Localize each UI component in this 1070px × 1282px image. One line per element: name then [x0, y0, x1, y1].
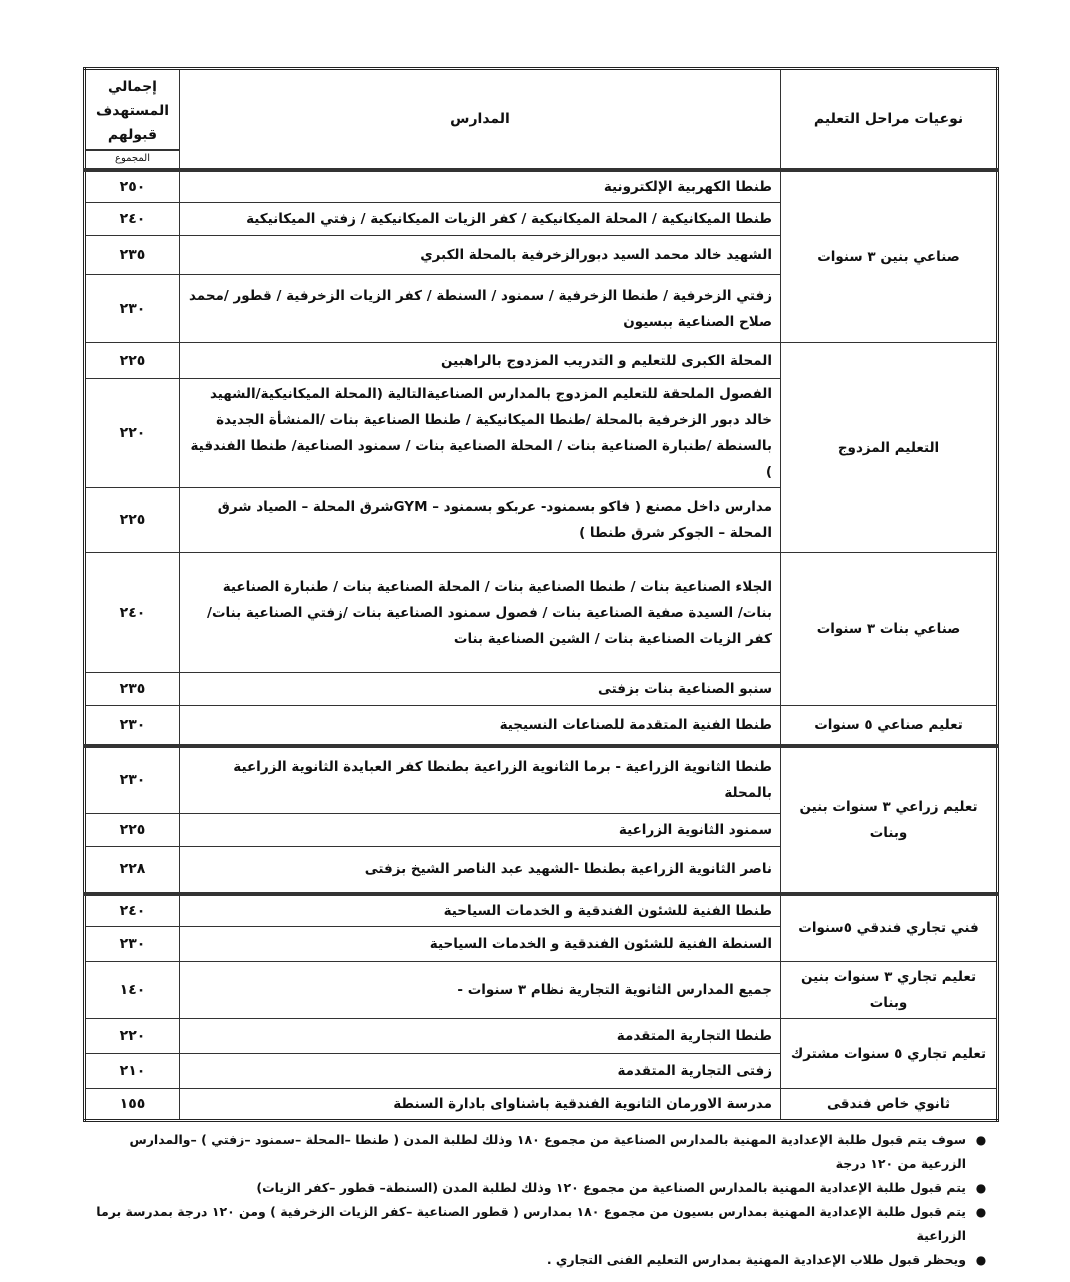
- education-type-cell: تعليم تجاري ٣ سنوات بنين وبنات: [780, 961, 998, 1019]
- education-type-cell: تعليم تجاري ٥ سنوات مشترك: [780, 1018, 998, 1089]
- footnote-item: ● يتم قبول طلبة الإعدادية المهنية بمدارس …: [83, 1200, 996, 1248]
- table-row: صناعي بنات ٣ سنوات الجلاء الصناعية بنات /…: [84, 552, 998, 706]
- footnotes: ● سوف يتم قبول طلبة الإعدادية المهنية بال…: [83, 1128, 996, 1282]
- school-cell: طنطا الثانوية الزراعية - برما الثانوية ا…: [179, 743, 781, 814]
- total-score-cell: ٢٥٠: [84, 167, 180, 203]
- table-header-row: نوعيات مراحل التعليم المدارس إجمالي المس…: [84, 68, 998, 170]
- school-cell: سمنود الثانوية الزراعية: [179, 813, 781, 847]
- footnote-text: ويحظر قبول طلاب الإعدادية المهنية بمدارس…: [546, 1252, 966, 1267]
- header-total-label: إجمالي المستهدف قبولهم: [96, 78, 169, 143]
- table-row: صناعي بنين ٣ سنوات طنطا الكهربية الإلكترو…: [84, 167, 998, 343]
- total-score-cell: ٢٤٠: [84, 891, 180, 927]
- school-cell: الشهيد خالد محمد السيد دبورالزخرفية بالم…: [179, 235, 781, 275]
- table-row: فني تجاري فندقي ٥سنوات طنطا الفنية للشئون…: [84, 891, 998, 962]
- total-score-cell: ٢٢٠: [84, 378, 180, 488]
- school-cell: سنبو الصناعية بنات بزفتى: [179, 672, 781, 706]
- school-cell: زفتي الزخرفية / طنطا الزخرفية / سمنود / …: [179, 274, 781, 343]
- table-row: التعليم المزدوج المحلة الكبرى للتعليم و ا…: [84, 342, 998, 553]
- bullet-icon: ●: [975, 1181, 987, 1195]
- table-row: زفتي الزخرفية / طنطا الزخرفية / سمنود / …: [84, 274, 998, 343]
- header-total: إجمالي المستهدف قبولهم المجموع: [84, 68, 180, 170]
- school-cell: طنطا الميكانيكية / المحلة الميكانيكية / …: [179, 202, 781, 236]
- table-row: طنطا الميكانيكية / المحلة الميكانيكية / …: [84, 202, 998, 236]
- school-cell: المحلة الكبرى للتعليم و التدريب المزدوج …: [179, 342, 781, 379]
- education-type-cell: تعليم زراعي ٣ سنوات بنين وبنات: [780, 743, 998, 894]
- footnote-text: سوف يتم قبول طلبة الإعدادية المهنية بالم…: [129, 1132, 966, 1171]
- education-type-cell: ثانوي خاص فندقى: [780, 1088, 998, 1121]
- header-education-type: نوعيات مراحل التعليم: [780, 68, 998, 170]
- school-cell: مدرسة الاورمان الثانوية الفندقية باشناوا…: [179, 1088, 781, 1121]
- education-type-cell: تعليم صناعي ٥ سنوات: [780, 705, 998, 746]
- footnote-item: ● يتم قبول طلبة الإعدادية المهنية بالمدار…: [83, 1176, 996, 1200]
- school-cell: جميع المدارس الثانوية التجارية نظام ٣ سن…: [179, 961, 781, 1019]
- admission-table: نوعيات مراحل التعليم المدارس إجمالي المس…: [83, 67, 999, 1122]
- table-row: تعليم زراعي ٣ سنوات بنين وبنات طنطا الثان…: [84, 743, 998, 894]
- total-score-cell: ٢٢٥: [84, 487, 180, 553]
- footnote-item: ● سوف يتم قبول طلبة الإعدادية المهنية بال…: [83, 1128, 996, 1176]
- school-cell: طنطا الكهربية الإلكترونية: [179, 167, 781, 203]
- admission-table-document: نوعيات مراحل التعليم المدارس إجمالي المس…: [83, 0, 999, 1282]
- total-score-cell: ٢٢٠: [84, 1018, 180, 1054]
- total-score-cell: ٢٢٥: [84, 342, 180, 379]
- footnote-text: يتم قبول طلبة الإعدادية المهنية بمدارس ب…: [96, 1204, 966, 1243]
- school-cell: طنطا التجارية المتقدمة: [179, 1018, 781, 1054]
- school-cell: مدارس داخل مصنع ( فاكو بسمنود- عربكو بسم…: [179, 487, 781, 553]
- school-cell: ناصر الثانوية الزراعية بطنطا -الشهيد عبد…: [179, 846, 781, 894]
- table-row: ناصر الثانوية الزراعية بطنطا -الشهيد عبد…: [84, 846, 998, 894]
- total-score-cell: ١٥٥: [84, 1088, 180, 1121]
- total-score-cell: ٢٣٥: [84, 235, 180, 275]
- school-cell: زفتى التجارية المتقدمة: [179, 1053, 781, 1089]
- total-score-cell: ٢٢٨: [84, 846, 180, 894]
- table-row: السنطة الفنية للشئون الفندقية و الخدمات …: [84, 926, 998, 962]
- total-score-cell: ٢٣٠: [84, 743, 180, 814]
- education-type-cell: التعليم المزدوج: [780, 342, 998, 553]
- header-schools: المدارس: [179, 68, 781, 170]
- education-type-cell: صناعي بنات ٣ سنوات: [780, 552, 998, 706]
- total-score-cell: ١٤٠: [84, 961, 180, 1019]
- school-cell: طنطا الفنية المتقدمة للصناعات النسيجية: [179, 705, 781, 746]
- total-score-cell: ٢٤٠: [84, 202, 180, 236]
- header-total-sub: المجموع: [86, 148, 179, 167]
- total-score-cell: ٢٣٥: [84, 672, 180, 706]
- table-row: مدارس داخل مصنع ( فاكو بسمنود- عربكو بسم…: [84, 487, 998, 553]
- table-row: تعليم تجاري ٣ سنوات بنين وبنات جميع المدا…: [84, 961, 998, 1019]
- table-row: ثانوي خاص فندقى مدرسة الاورمان الثانوية ا…: [84, 1088, 998, 1121]
- footnote-text: يتم قبول طلبة الإعدادية المهنية بالمدارس…: [256, 1180, 966, 1195]
- total-score-cell: ٢٣٠: [84, 926, 180, 962]
- school-cell: الفصول الملحقة للتعليم المزدوج بالمدارس …: [179, 378, 781, 488]
- table-row: الشهيد خالد محمد السيد دبورالزخرفية بالم…: [84, 235, 998, 275]
- table-row: تعليم صناعي ٥ سنوات طنطا الفنية المتقدمة …: [84, 705, 998, 746]
- bullet-icon: ●: [975, 1253, 987, 1267]
- school-cell: السنطة الفنية للشئون الفندقية و الخدمات …: [179, 926, 781, 962]
- bullet-icon: ●: [975, 1133, 987, 1147]
- total-score-cell: ٢٢٥: [84, 813, 180, 847]
- table-row: تعليم تجاري ٥ سنوات مشترك طنطا التجارية ا…: [84, 1018, 998, 1089]
- school-cell: الجلاء الصناعية بنات / طنطا الصناعية بنا…: [179, 552, 781, 673]
- footnote-item: ● ويحظر قبول طلاب الإعدادية المهنية بمدار…: [83, 1248, 996, 1272]
- school-cell: طنطا الفنية للشئون الفندقية و الخدمات ال…: [179, 891, 781, 927]
- table-body: صناعي بنين ٣ سنوات طنطا الكهربية الإلكترو…: [84, 167, 998, 1121]
- education-type-cell: فني تجاري فندقي ٥سنوات: [780, 891, 998, 962]
- bullet-icon: ●: [975, 1205, 987, 1219]
- total-score-cell: ٢٣٠: [84, 705, 180, 746]
- education-type-cell: صناعي بنين ٣ سنوات: [780, 167, 998, 343]
- total-score-cell: ٢١٠: [84, 1053, 180, 1089]
- total-score-cell: ٢٣٠: [84, 274, 180, 343]
- total-score-cell: ٢٤٠: [84, 552, 180, 673]
- table-row: الفصول الملحقة للتعليم المزدوج بالمدارس …: [84, 378, 998, 488]
